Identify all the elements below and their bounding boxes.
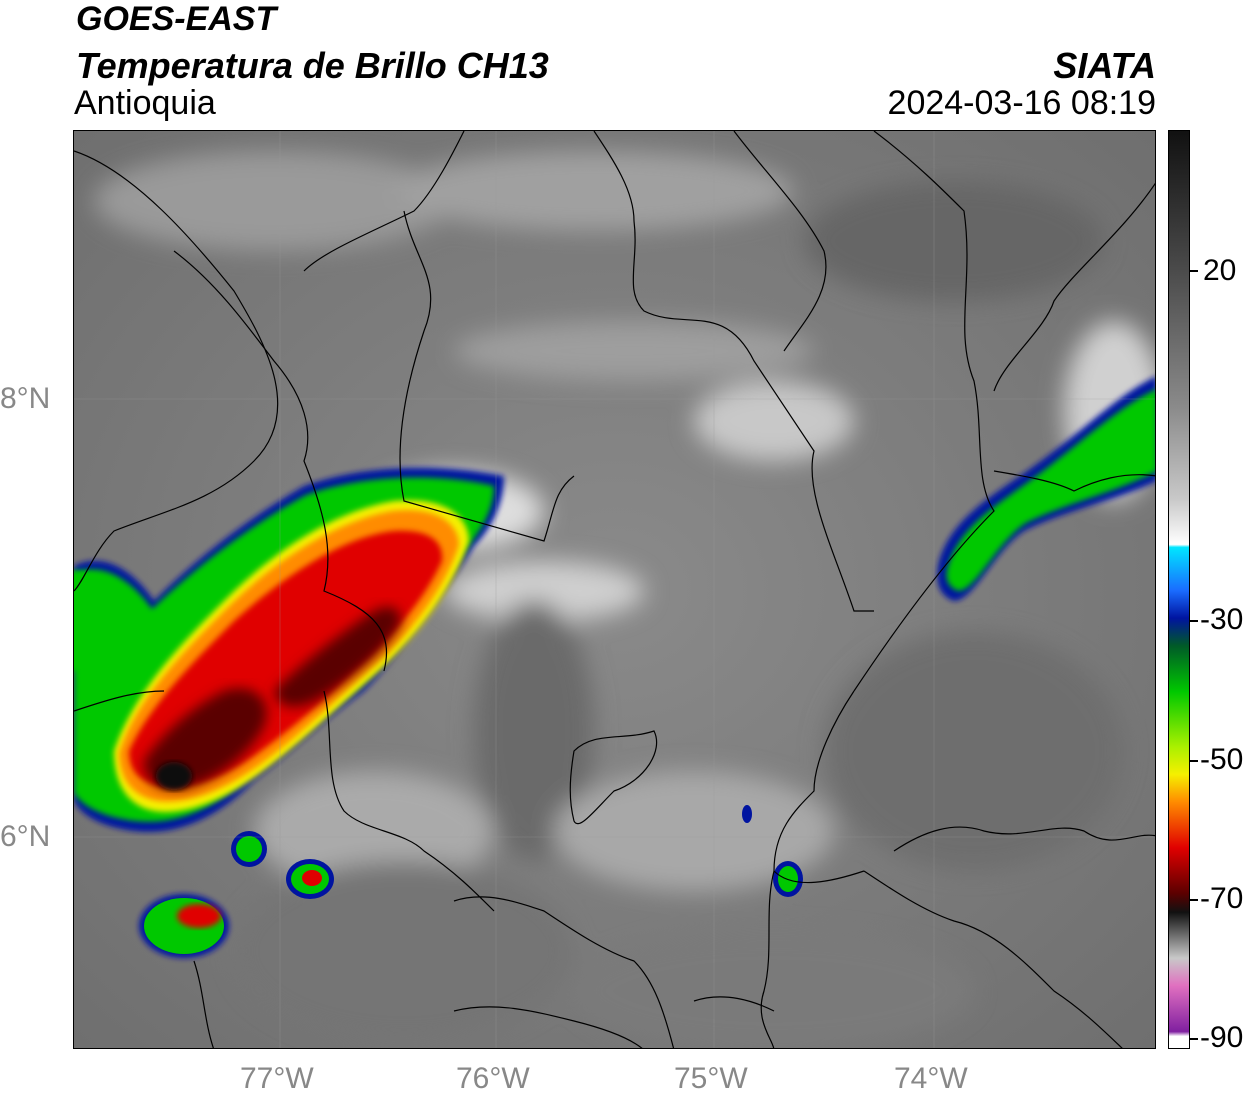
storm-cells-south (139, 805, 803, 958)
colorbar-tick-minus50 (1190, 760, 1198, 762)
colorbar-label-minus30: -30 (1200, 603, 1244, 636)
colorbar-label-20: 20 (1203, 254, 1237, 287)
satellite-title: GOES-EAST (76, 0, 277, 38)
colorbar-tick-minus90 (1190, 1038, 1198, 1040)
map-canvas (74, 131, 1155, 1048)
lon-label-76w: 76°W (456, 1062, 530, 1095)
colorbar-label-minus50: -50 (1200, 743, 1244, 776)
satellite-map (73, 130, 1156, 1049)
lon-label-74w: 74°W (894, 1062, 968, 1095)
colorbar-gradient (1169, 131, 1189, 1048)
colorbar-tick-minus70 (1190, 899, 1198, 901)
lon-label-77w: 77°W (240, 1062, 314, 1095)
storm-west (74, 467, 504, 832)
colorbar (1168, 130, 1190, 1049)
lat-label-8n: 8°N (0, 382, 51, 415)
colorbar-label-minus90: -90 (1200, 1021, 1244, 1054)
lat-label-6n: 6°N (0, 820, 51, 853)
colorbar-label-minus70: -70 (1200, 882, 1244, 915)
region-label: Antioquia (74, 84, 216, 122)
boundaries (74, 131, 1155, 1048)
storm-east (937, 376, 1155, 601)
colorbar-tick-minus30 (1190, 620, 1198, 622)
datetime-label: 2024-03-16 08:19 (887, 84, 1156, 122)
product-title: Temperatura de Brillo CH13 (76, 45, 549, 86)
organization-label: SIATA (1053, 45, 1156, 86)
lon-label-75w: 75°W (674, 1062, 748, 1095)
colorbar-tick-20 (1190, 270, 1198, 272)
